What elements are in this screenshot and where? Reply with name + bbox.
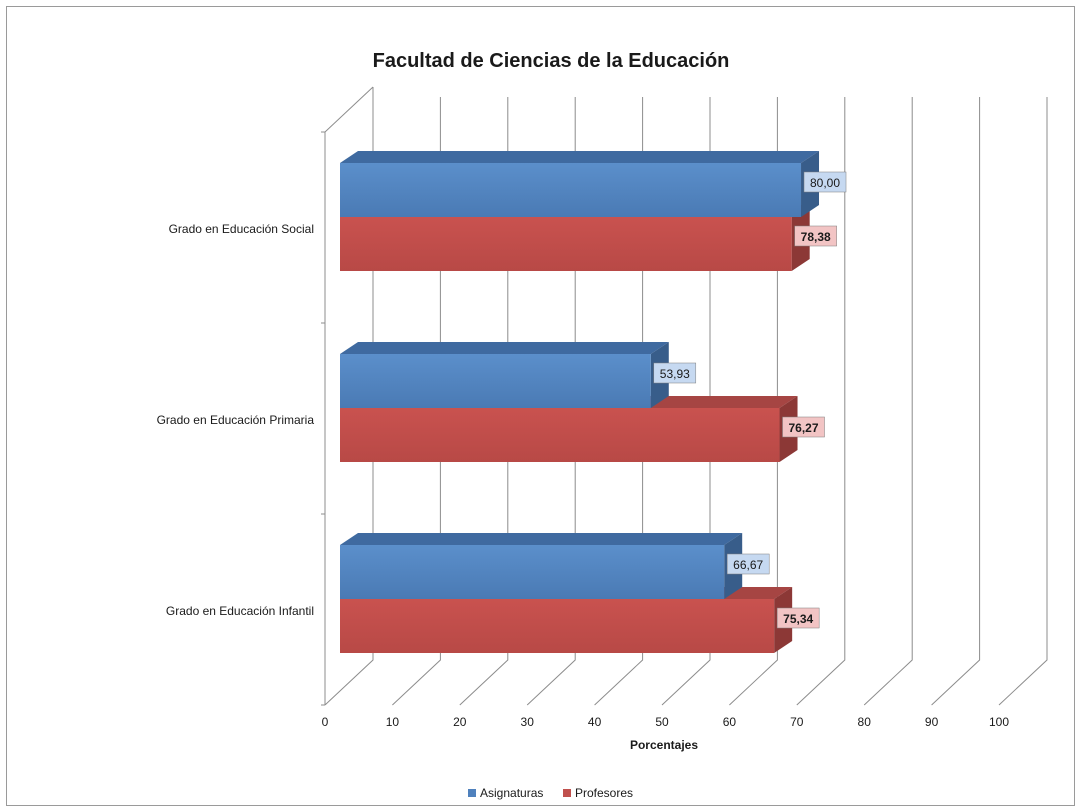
data-label-text: 78,38 [801, 230, 831, 244]
legend-item-profesores: Profesores [563, 786, 633, 800]
legend-swatch [468, 789, 476, 797]
data-label-box [776, 607, 820, 629]
x-tick-label: 60 [723, 715, 737, 729]
bar-asignaturas [340, 354, 651, 408]
chart-legend: Asignaturas Profesores [468, 786, 633, 800]
data-label-box [726, 553, 770, 575]
gridline [931, 97, 981, 706]
data-label-text: 66,67 [733, 558, 763, 572]
category-label: Grado en Educación Social [169, 222, 314, 236]
x-tick-label: 80 [858, 715, 872, 729]
data-label-asignaturas: 53,93 [653, 362, 697, 384]
bar-profesores [340, 217, 792, 271]
chart-grid: 0 10 20 30 40 50 60 70 80 90 100 [321, 86, 1048, 729]
x-tick-label: 70 [790, 715, 804, 729]
data-label-box [794, 225, 837, 247]
x-tick-label: 20 [453, 715, 467, 729]
legend-label: Asignaturas [480, 786, 543, 800]
data-label-box [782, 416, 825, 438]
gridline [863, 97, 913, 706]
data-label-text: 80,00 [810, 176, 840, 190]
data-label-asignaturas: 80,00 [803, 171, 847, 193]
gridline [526, 97, 576, 706]
legend-item-asignaturas: Asignaturas [468, 786, 543, 800]
gridline [459, 97, 509, 706]
x-tick-label: 50 [655, 715, 669, 729]
bar-top-asignaturas [340, 342, 669, 354]
x-axis-title: Porcentajes [630, 738, 698, 752]
gridline [392, 97, 441, 706]
data-label-box [653, 362, 697, 384]
gridline [661, 97, 711, 706]
x-tick-label: 90 [925, 715, 939, 729]
bar-profesores [340, 599, 775, 653]
x-tick-label: 100 [989, 715, 1009, 729]
x-tick-label: 40 [588, 715, 602, 729]
bar-asignaturas [340, 545, 725, 599]
bar-top-asignaturas [340, 151, 820, 163]
data-label-text: 75,34 [783, 612, 813, 626]
chart-title: Facultad de Ciencias de la Educación [373, 50, 730, 72]
chart-labels: 78,38 80,00 Grado en Educación Social 76,27… [157, 171, 847, 629]
gridline [998, 97, 1048, 706]
gridline [594, 97, 644, 706]
gridline [796, 97, 846, 706]
gridline [729, 97, 778, 706]
data-label-profesores: 75,34 [776, 607, 820, 629]
bar-top-asignaturas [340, 533, 743, 545]
category-label: Grado en Educación Primaria [157, 413, 315, 427]
x-tick-label: 30 [521, 715, 535, 729]
data-label-text: 76,27 [789, 421, 819, 435]
top-depth-edge [324, 86, 374, 133]
data-label-box [803, 171, 847, 193]
chart-bars [340, 151, 820, 653]
data-label-text: 53,93 [660, 367, 690, 381]
bar-asignaturas [340, 163, 802, 217]
x-tick-label: 0 [322, 715, 329, 729]
bar-profesores [340, 408, 780, 462]
x-tick-label: 10 [386, 715, 400, 729]
data-label-profesores: 76,27 [782, 416, 825, 438]
data-label-asignaturas: 66,67 [726, 553, 770, 575]
category-label: Grado en Educación Infantil [166, 604, 314, 618]
legend-swatch [563, 789, 571, 797]
legend-label: Profesores [575, 786, 633, 800]
data-label-profesores: 78,38 [794, 225, 837, 247]
